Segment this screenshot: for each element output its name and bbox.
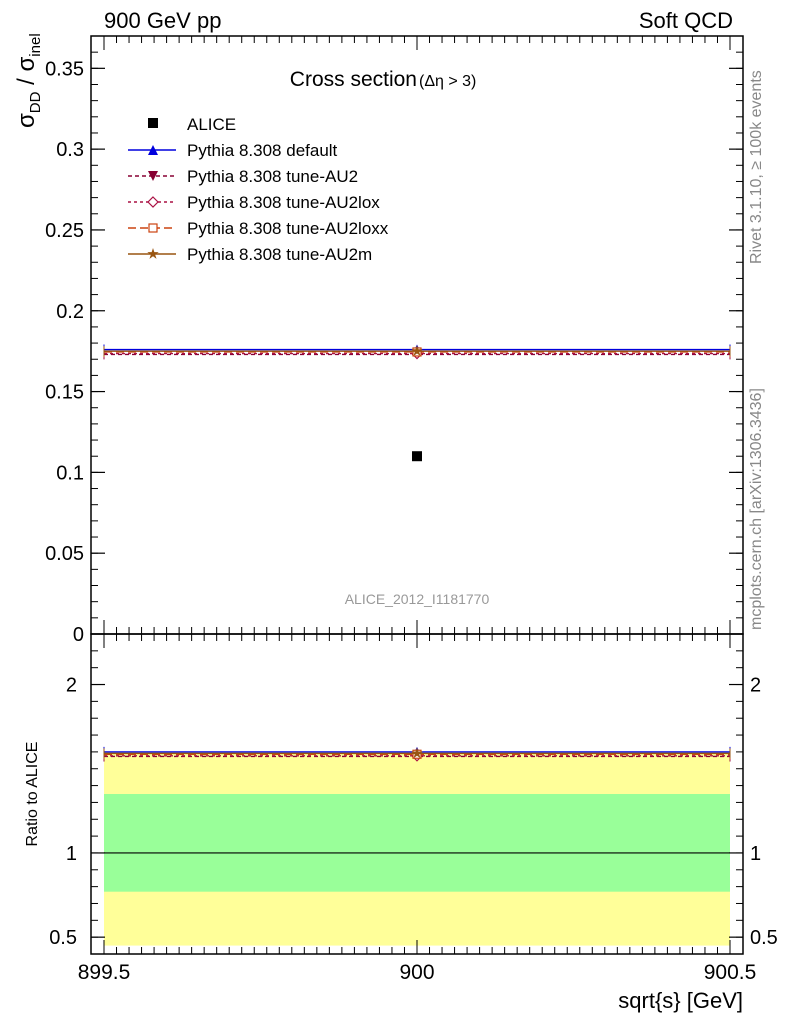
- ratio-y-tick-label: 0.5: [49, 927, 77, 949]
- ratio-series-marker: [411, 747, 423, 759]
- y-tick-label: 0.2: [56, 301, 84, 323]
- ratio-y-tick-label-right: 0.5: [750, 927, 778, 949]
- main-title-sub: (Δη > 3): [419, 73, 476, 90]
- legend-label: Pythia 8.308 tune-AU2lox: [187, 193, 380, 212]
- legend-marker: [148, 145, 158, 155]
- y-tick-label: 0.05: [45, 543, 84, 565]
- main-panel: 0 0.05 0.1 0.15 0.2 0.25 0.3 0.35 Cross section…: [13, 33, 744, 646]
- ratio-y-axis-label: Ratio to ALICE: [24, 742, 41, 847]
- ratio-panel: 0.5 0.5 1 1 2 2 899.5 900 900.5 sqrt{s} [GeV] R…: [24, 633, 778, 1013]
- alice-data-point: [412, 451, 422, 462]
- y-tick-label: 0.35: [45, 58, 84, 80]
- main-title: Cross section: [290, 68, 417, 91]
- legend-marker: [147, 196, 159, 208]
- legend-alice-marker: [148, 118, 158, 128]
- analysis-watermark: ALICE_2012_I1181770: [345, 591, 490, 607]
- x-tick-label: 900: [399, 961, 434, 984]
- header-left-label: 900 GeV pp: [104, 8, 221, 33]
- y-label-sub-dd: DD: [27, 91, 44, 113]
- ratio-y-tick-label-right: 2: [750, 675, 761, 697]
- rivet-side-label: Rivet 3.1.10, ≥ 100k events: [748, 70, 765, 264]
- main-y-axis-label: σDD / σinel: [13, 33, 44, 128]
- header-right-label: Soft QCD: [639, 8, 733, 33]
- legend-label: Pythia 8.308 default: [187, 141, 338, 160]
- y-tick-label: 0.15: [45, 382, 84, 404]
- legend-marker: [147, 248, 159, 259]
- legend-label: Pythia 8.308 tune-AU2m: [187, 245, 372, 264]
- legend-label: ALICE: [187, 115, 236, 134]
- legend-label: Pythia 8.308 tune-AU2loxx: [187, 219, 389, 238]
- legend-label: Pythia 8.308 tune-AU2: [187, 167, 358, 186]
- ratio-y-tick-label: 1: [66, 843, 77, 865]
- uncertainty-band: [104, 794, 730, 892]
- y-label-slash-sigma: / σ: [13, 57, 40, 92]
- legend-marker: [148, 223, 158, 233]
- y-tick-label: 0: [73, 624, 84, 646]
- x-tick-label: 900.5: [704, 961, 757, 984]
- main-series-marker: [411, 345, 423, 357]
- mcplots-side-label: mcplots.cern.ch [arXiv:1306.3436]: [748, 388, 765, 630]
- x-axis-label: sqrt{s} [GeV]: [618, 988, 743, 1013]
- ratio-y-tick-label: 2: [66, 675, 77, 697]
- y-tick-label: 0.25: [45, 220, 84, 242]
- y-tick-label: 0.1: [56, 462, 84, 484]
- legend: ALICE Pythia 8.308 default Pythia 8.308 tu…: [128, 115, 389, 264]
- x-tick-label: 899.5: [78, 961, 131, 984]
- y-label-sigma: σ: [13, 113, 40, 128]
- y-label-sub-inel: inel: [27, 33, 44, 56]
- legend-marker: [148, 171, 158, 181]
- ratio-y-tick-label-right: 1: [750, 843, 761, 865]
- y-tick-label: 0.3: [56, 139, 84, 161]
